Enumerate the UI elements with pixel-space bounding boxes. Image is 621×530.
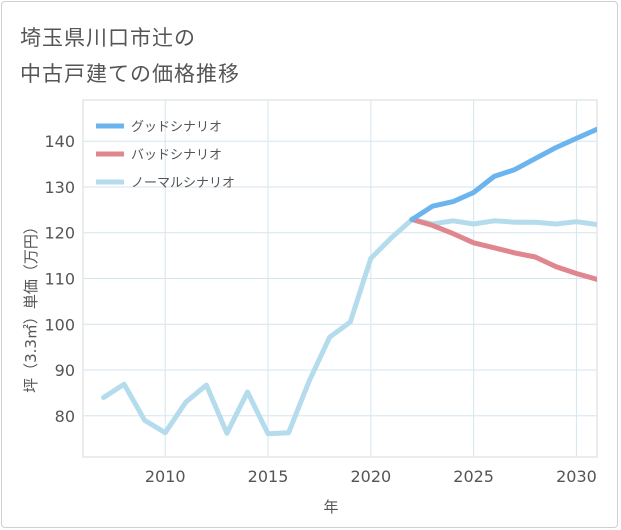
chart-title-line1: 埼玉県川口市辻の — [20, 26, 196, 50]
legend-label: グッドシナリオ — [131, 120, 222, 135]
y-tick-label: 120 — [44, 224, 75, 243]
legend-label: ノーマルシナリオ — [131, 176, 235, 191]
y-tick-label: 140 — [44, 132, 75, 151]
y-tick-label: 130 — [44, 178, 75, 197]
grid-lines — [82, 99, 598, 458]
y-axis-label: 坪（3.3㎡）単価（万円） — [22, 219, 40, 393]
chart-title-line2: 中古戸建ての価格推移 — [20, 62, 240, 86]
x-axis-label: 年 — [323, 498, 338, 516]
x-tick-label: 2030 — [556, 467, 597, 486]
y-tick-label: 110 — [44, 270, 75, 289]
y-tick-label: 90 — [55, 361, 75, 380]
series-lines — [101, 126, 597, 437]
y-axis-ticks: 80 90 100 110 120 130 140 — [44, 132, 75, 426]
chart-title: 埼玉県川口市辻の 中古戸建ての価格推移 — [20, 20, 240, 92]
x-tick-label: 2015 — [248, 467, 289, 486]
x-tick-label: 2020 — [350, 467, 391, 486]
y-tick-label: 80 — [55, 407, 75, 426]
x-tick-label: 2010 — [145, 467, 186, 486]
x-axis-ticks: 2010 2015 2020 2025 2030 — [145, 467, 597, 486]
series-line-1 — [409, 217, 597, 282]
legend-label: バッドシナリオ — [131, 148, 222, 163]
x-tick-label: 2025 — [453, 467, 494, 486]
y-tick-label: 100 — [44, 315, 75, 334]
series-line-2 — [101, 217, 597, 437]
series-line-0 — [409, 126, 597, 222]
